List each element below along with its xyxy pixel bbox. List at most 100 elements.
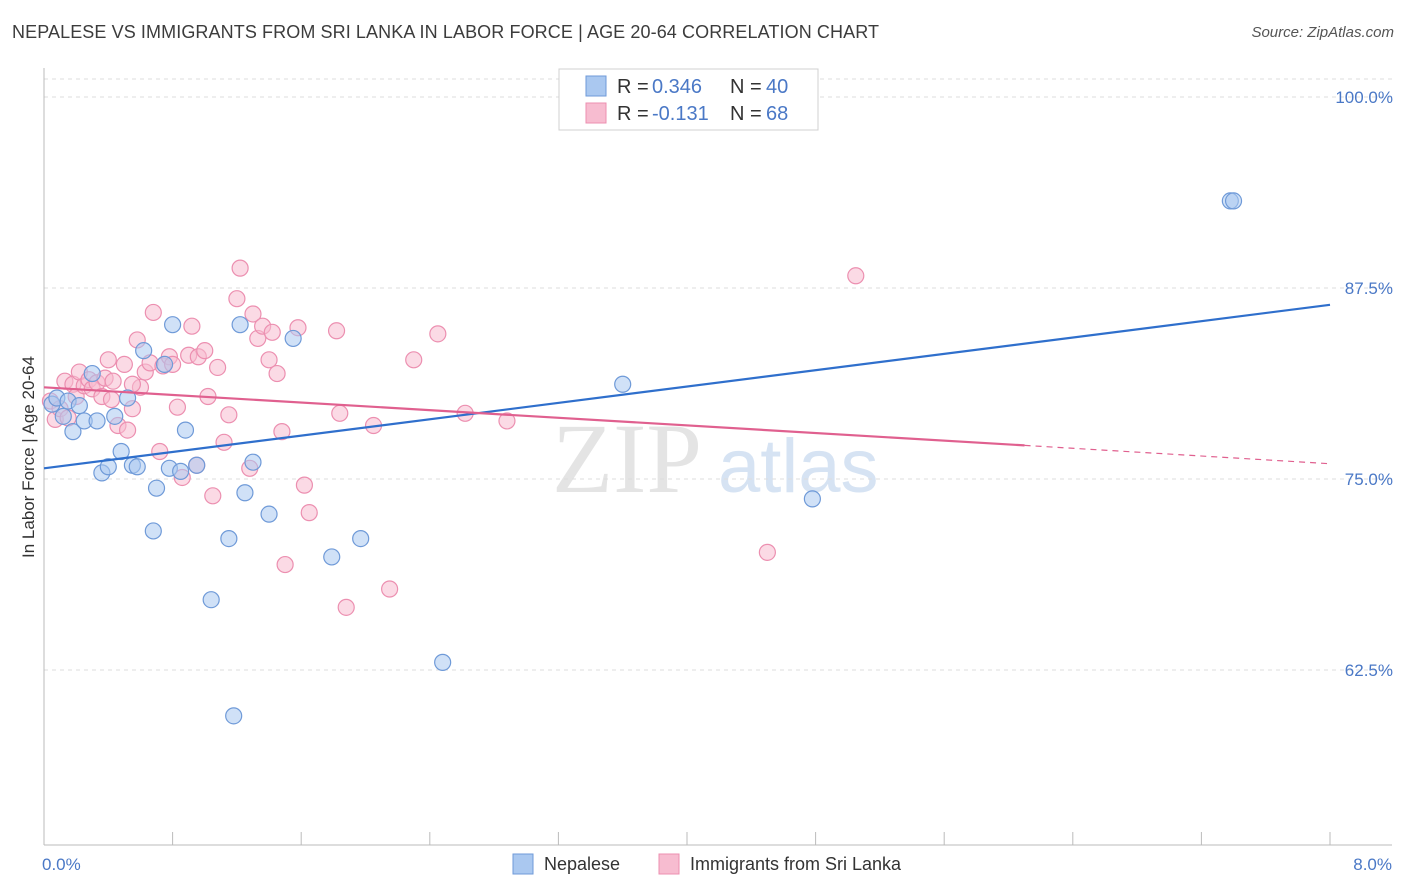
srilanka-point [151, 442, 169, 461]
nepalese-point [260, 505, 278, 523]
srilanka-point [244, 305, 262, 323]
stats-legend: R = 0.346 N = 40 R = -0.131 N = 68 [558, 68, 819, 131]
legend-swatch-srilanka [585, 102, 607, 124]
srilanka-point [144, 303, 162, 322]
srilanka-point [99, 351, 117, 369]
nepalese-point [352, 529, 370, 548]
srilanka-point [231, 259, 249, 277]
nepalese-point [188, 456, 206, 474]
legend-r-label-1: R = [617, 76, 654, 98]
srilanka-point [260, 351, 278, 369]
srilanka-point [758, 543, 776, 561]
srilanka-point [429, 325, 447, 343]
nepalese-trend-line [43, 303, 1331, 470]
nepalese-point [434, 653, 452, 671]
nepalese-point [88, 412, 106, 430]
bottom-legend-swatch-nepalese [512, 853, 534, 875]
srilanka-point [220, 406, 238, 424]
nepalese-point [155, 355, 174, 373]
srilanka-point [204, 487, 222, 505]
x-tick-label-min: 0.0% [42, 855, 81, 874]
x-ticks [43, 832, 1331, 845]
nepalese-point [128, 458, 146, 476]
srilanka-point [228, 290, 246, 308]
srilanka-point [268, 364, 286, 383]
nepalese-point [164, 316, 182, 334]
srilanka-point [327, 322, 346, 340]
srilanka-point [405, 351, 423, 369]
nepalese-point [172, 462, 190, 480]
legend-n-label-1: N = [730, 76, 767, 98]
bottom-legend-swatch-srilanka [658, 853, 680, 875]
nepalese-point [323, 548, 341, 566]
nepalese-point [231, 316, 249, 334]
y-tick-labels: 62.5% 75.0% 87.5% 100.0% [1335, 88, 1393, 680]
nepalese-point [176, 421, 195, 439]
nepalese-point [118, 389, 137, 407]
nepalese-point [135, 342, 153, 360]
legend-n-value-2: 68 [766, 103, 788, 125]
bottom-legend-label-srilanka: Immigrants from Sri Lanka [690, 854, 902, 874]
trend-lines [43, 303, 1331, 470]
legend-n-value-1: 40 [766, 76, 788, 98]
y-tick-label: 100.0% [1335, 88, 1393, 107]
srilanka-point [273, 423, 291, 441]
legend-swatch-nepalese [585, 75, 607, 97]
srilanka-point [276, 555, 294, 574]
legend-r-value-2: -0.131 [652, 103, 709, 125]
chart-title: NEPALESE VS IMMIGRANTS FROM SRI LANKA IN… [12, 22, 880, 42]
axes [43, 68, 1392, 846]
srilanka-point [118, 421, 137, 439]
y-tick-label: 75.0% [1345, 470, 1393, 489]
legend-n-label-2: N = [730, 103, 767, 125]
srilanka-point [847, 267, 865, 285]
nepalese-point [106, 407, 124, 425]
srilanka-point [196, 342, 214, 360]
srilanka-point [295, 476, 314, 494]
srilanka-point [263, 323, 281, 341]
x-tick-label-max: 8.0% [1353, 855, 1392, 874]
srilanka-point [337, 598, 355, 616]
nepalese-point [147, 479, 166, 497]
bottom-legend-label-nepalese: Nepalese [544, 854, 620, 874]
srilanka-point [209, 358, 227, 377]
nepalese-point [284, 329, 302, 348]
srilanka-trend-extension [1024, 444, 1331, 465]
nepalese-point [64, 423, 82, 441]
srilanka-point [102, 390, 121, 409]
nepalese-point [244, 453, 262, 471]
srilanka-point [498, 412, 516, 430]
nepalese-point [54, 407, 72, 425]
nepalese-point [99, 458, 117, 476]
legend-r-value-1: 0.346 [652, 76, 702, 98]
nepalese-point [70, 397, 88, 415]
nepalese-point [236, 484, 254, 502]
nepalese-point [225, 707, 243, 725]
y-tick-label: 87.5% [1345, 279, 1393, 298]
srilanka-point [115, 355, 133, 373]
gridlines [44, 78, 1392, 671]
nepalese-point [614, 375, 632, 393]
nepalese-point [202, 591, 220, 609]
y-tick-label: 62.5% [1345, 661, 1393, 680]
srilanka-point [381, 580, 399, 598]
nepalese-point [1224, 192, 1243, 210]
legend-r-label-2: R = [617, 103, 654, 125]
nepalese-point [803, 490, 821, 508]
srilanka-trend-line [43, 386, 1025, 447]
srilanka-point [331, 404, 349, 422]
nepalese-points [43, 192, 1243, 725]
srilanka-point [168, 398, 187, 416]
nepalese-point [83, 364, 101, 383]
srilanka-point [183, 317, 201, 335]
nepalese-point [220, 529, 238, 548]
source-credit: Source: ZipAtlas.com [1251, 24, 1394, 41]
srilanka-point [300, 504, 318, 522]
watermark-atlas: atlas [718, 424, 879, 509]
nepalese-point [144, 522, 162, 540]
srilanka-point [215, 433, 233, 451]
series-legend: Nepalese Immigrants from Sri Lanka [512, 853, 902, 875]
y-axis-title: In Labor Force | Age 20-64 [19, 356, 38, 558]
srilanka-point [104, 372, 122, 390]
